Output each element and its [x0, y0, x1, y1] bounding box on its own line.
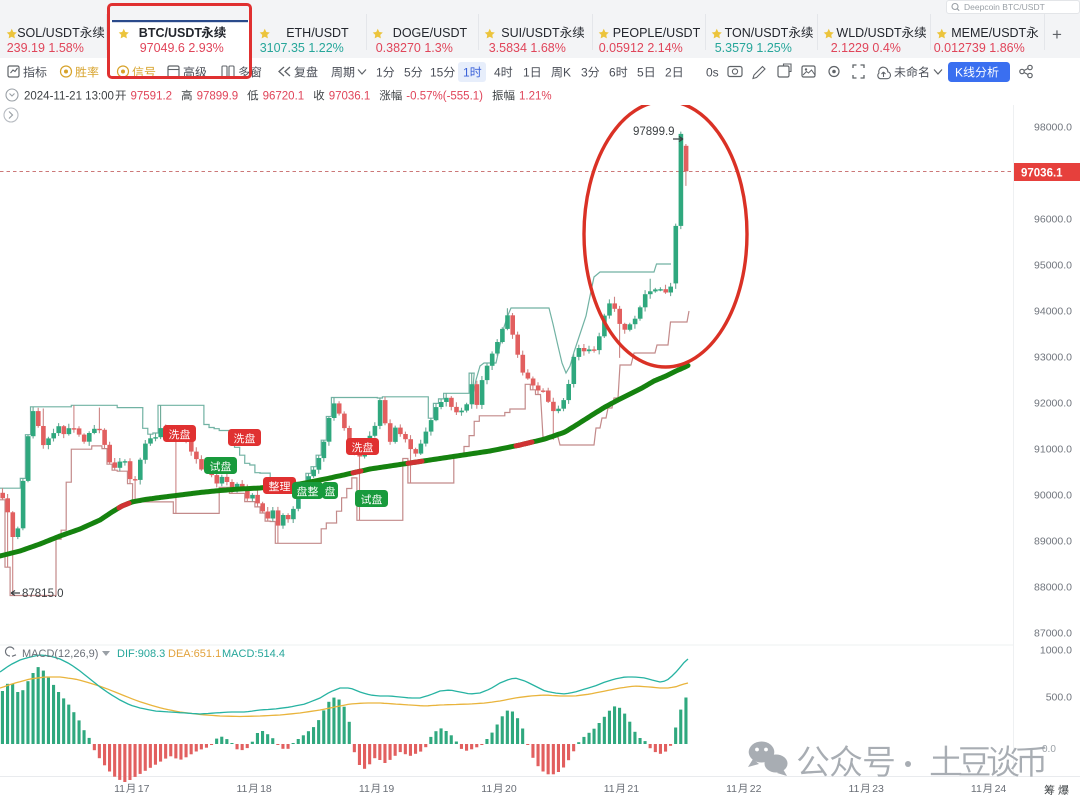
svg-text:97036.1: 97036.1	[1021, 168, 1063, 180]
svg-text:97591.2: 97591.2	[131, 91, 173, 103]
svg-text:DOGE/USDT: DOGE/USDT	[393, 26, 468, 40]
svg-text:SOL/USDT: SOL/USDT	[17, 26, 80, 40]
svg-text:97899.9: 97899.9	[197, 91, 239, 103]
svg-text:88000.0: 88000.0	[1034, 582, 1072, 594]
svg-text:87815.0: 87815.0	[22, 588, 64, 600]
svg-text:87000.0: 87000.0	[1034, 628, 1072, 640]
svg-text:1.21%: 1.21%	[519, 91, 552, 103]
svg-text:Deepcoin BTC/USDT: Deepcoin BTC/USDT	[964, 2, 1045, 12]
svg-text:3107.35 1.22%: 3107.35 1.22%	[260, 41, 344, 55]
svg-text:500.0: 500.0	[1046, 692, 1072, 704]
svg-text:11: 11	[604, 783, 615, 795]
svg-text:WLD/USDT: WLD/USDT	[836, 26, 902, 40]
svg-text:K: K	[955, 66, 963, 80]
svg-text:MEME/USDT: MEME/USDT	[951, 26, 1026, 40]
svg-text:+: +	[1052, 25, 1062, 44]
svg-text:11: 11	[726, 783, 737, 795]
svg-text:SUI/USDT: SUI/USDT	[501, 26, 560, 40]
svg-text:11: 11	[971, 783, 982, 795]
svg-text:DEA:651.1: DEA:651.1	[168, 648, 221, 660]
svg-text:5: 5	[404, 66, 411, 80]
svg-text:5.3579 1.25%: 5.3579 1.25%	[715, 41, 792, 55]
svg-text:89000.0: 89000.0	[1034, 536, 1072, 548]
svg-text:93000.0: 93000.0	[1034, 352, 1072, 364]
svg-text:21: 21	[627, 783, 639, 795]
svg-text:6: 6	[609, 66, 616, 80]
svg-text:DIF:908.3: DIF:908.3	[117, 648, 165, 660]
svg-text:17: 17	[138, 783, 150, 795]
svg-text:PEOPLE/USDT: PEOPLE/USDT	[613, 26, 701, 40]
svg-text:0.38270 1.3%: 0.38270 1.3%	[376, 41, 453, 55]
svg-text:0.05912 2.14%: 0.05912 2.14%	[599, 41, 683, 55]
svg-text:0.012739 1.86%: 0.012739 1.86%	[934, 41, 1025, 55]
svg-text:11: 11	[359, 783, 370, 795]
svg-text:96720.1: 96720.1	[263, 91, 305, 103]
svg-text:0.0: 0.0	[1042, 744, 1056, 755]
svg-text:1: 1	[376, 66, 383, 80]
svg-text:23: 23	[872, 783, 884, 795]
svg-text:2024-11-21 13:00: 2024-11-21 13:00	[24, 91, 114, 103]
svg-text:97899.9: 97899.9	[633, 126, 675, 138]
svg-text:18: 18	[260, 783, 272, 795]
svg-text:MACD(12,26,9): MACD(12,26,9)	[22, 648, 98, 660]
svg-text:2: 2	[665, 66, 672, 80]
svg-text:98000.0: 98000.0	[1034, 122, 1072, 134]
svg-text:92000.0: 92000.0	[1034, 398, 1072, 410]
svg-text:95000.0: 95000.0	[1034, 260, 1072, 272]
svg-text:5: 5	[637, 66, 644, 80]
svg-text:22: 22	[750, 783, 762, 795]
svg-text:94000.0: 94000.0	[1034, 306, 1072, 318]
svg-text:4: 4	[494, 66, 501, 80]
svg-text:24: 24	[995, 783, 1007, 795]
svg-text:1: 1	[523, 66, 530, 80]
svg-text:11: 11	[114, 783, 125, 795]
svg-text:ETH/USDT: ETH/USDT	[286, 26, 349, 40]
svg-text:1000.0: 1000.0	[1040, 645, 1072, 657]
svg-text:K: K	[563, 66, 571, 80]
svg-text:97049.6 2.93%: 97049.6 2.93%	[140, 41, 224, 55]
svg-text:90000.0: 90000.0	[1034, 490, 1072, 502]
svg-text:TON/USDT: TON/USDT	[725, 26, 789, 40]
svg-text:11: 11	[481, 783, 492, 795]
svg-text:BTC/USDT: BTC/USDT	[139, 26, 203, 40]
svg-text:2.1229 0.4%: 2.1229 0.4%	[831, 41, 901, 55]
svg-text:20: 20	[505, 783, 517, 795]
svg-text:97036.1: 97036.1	[329, 91, 371, 103]
svg-text:3: 3	[581, 66, 588, 80]
svg-text:19: 19	[383, 783, 395, 795]
svg-text:15: 15	[430, 66, 444, 80]
svg-text:11: 11	[237, 783, 248, 795]
svg-text:3.5834 1.68%: 3.5834 1.68%	[489, 41, 566, 55]
svg-text:96000.0: 96000.0	[1034, 214, 1072, 226]
svg-text:11: 11	[849, 783, 860, 795]
svg-text:MACD:514.4: MACD:514.4	[222, 648, 285, 660]
svg-text:1: 1	[463, 66, 470, 80]
svg-text:-0.57%(-555.1): -0.57%(-555.1)	[406, 91, 483, 103]
svg-text:239.19 1.58%: 239.19 1.58%	[7, 41, 84, 55]
svg-text:0s: 0s	[706, 66, 719, 80]
svg-text:91000.0: 91000.0	[1034, 444, 1072, 456]
